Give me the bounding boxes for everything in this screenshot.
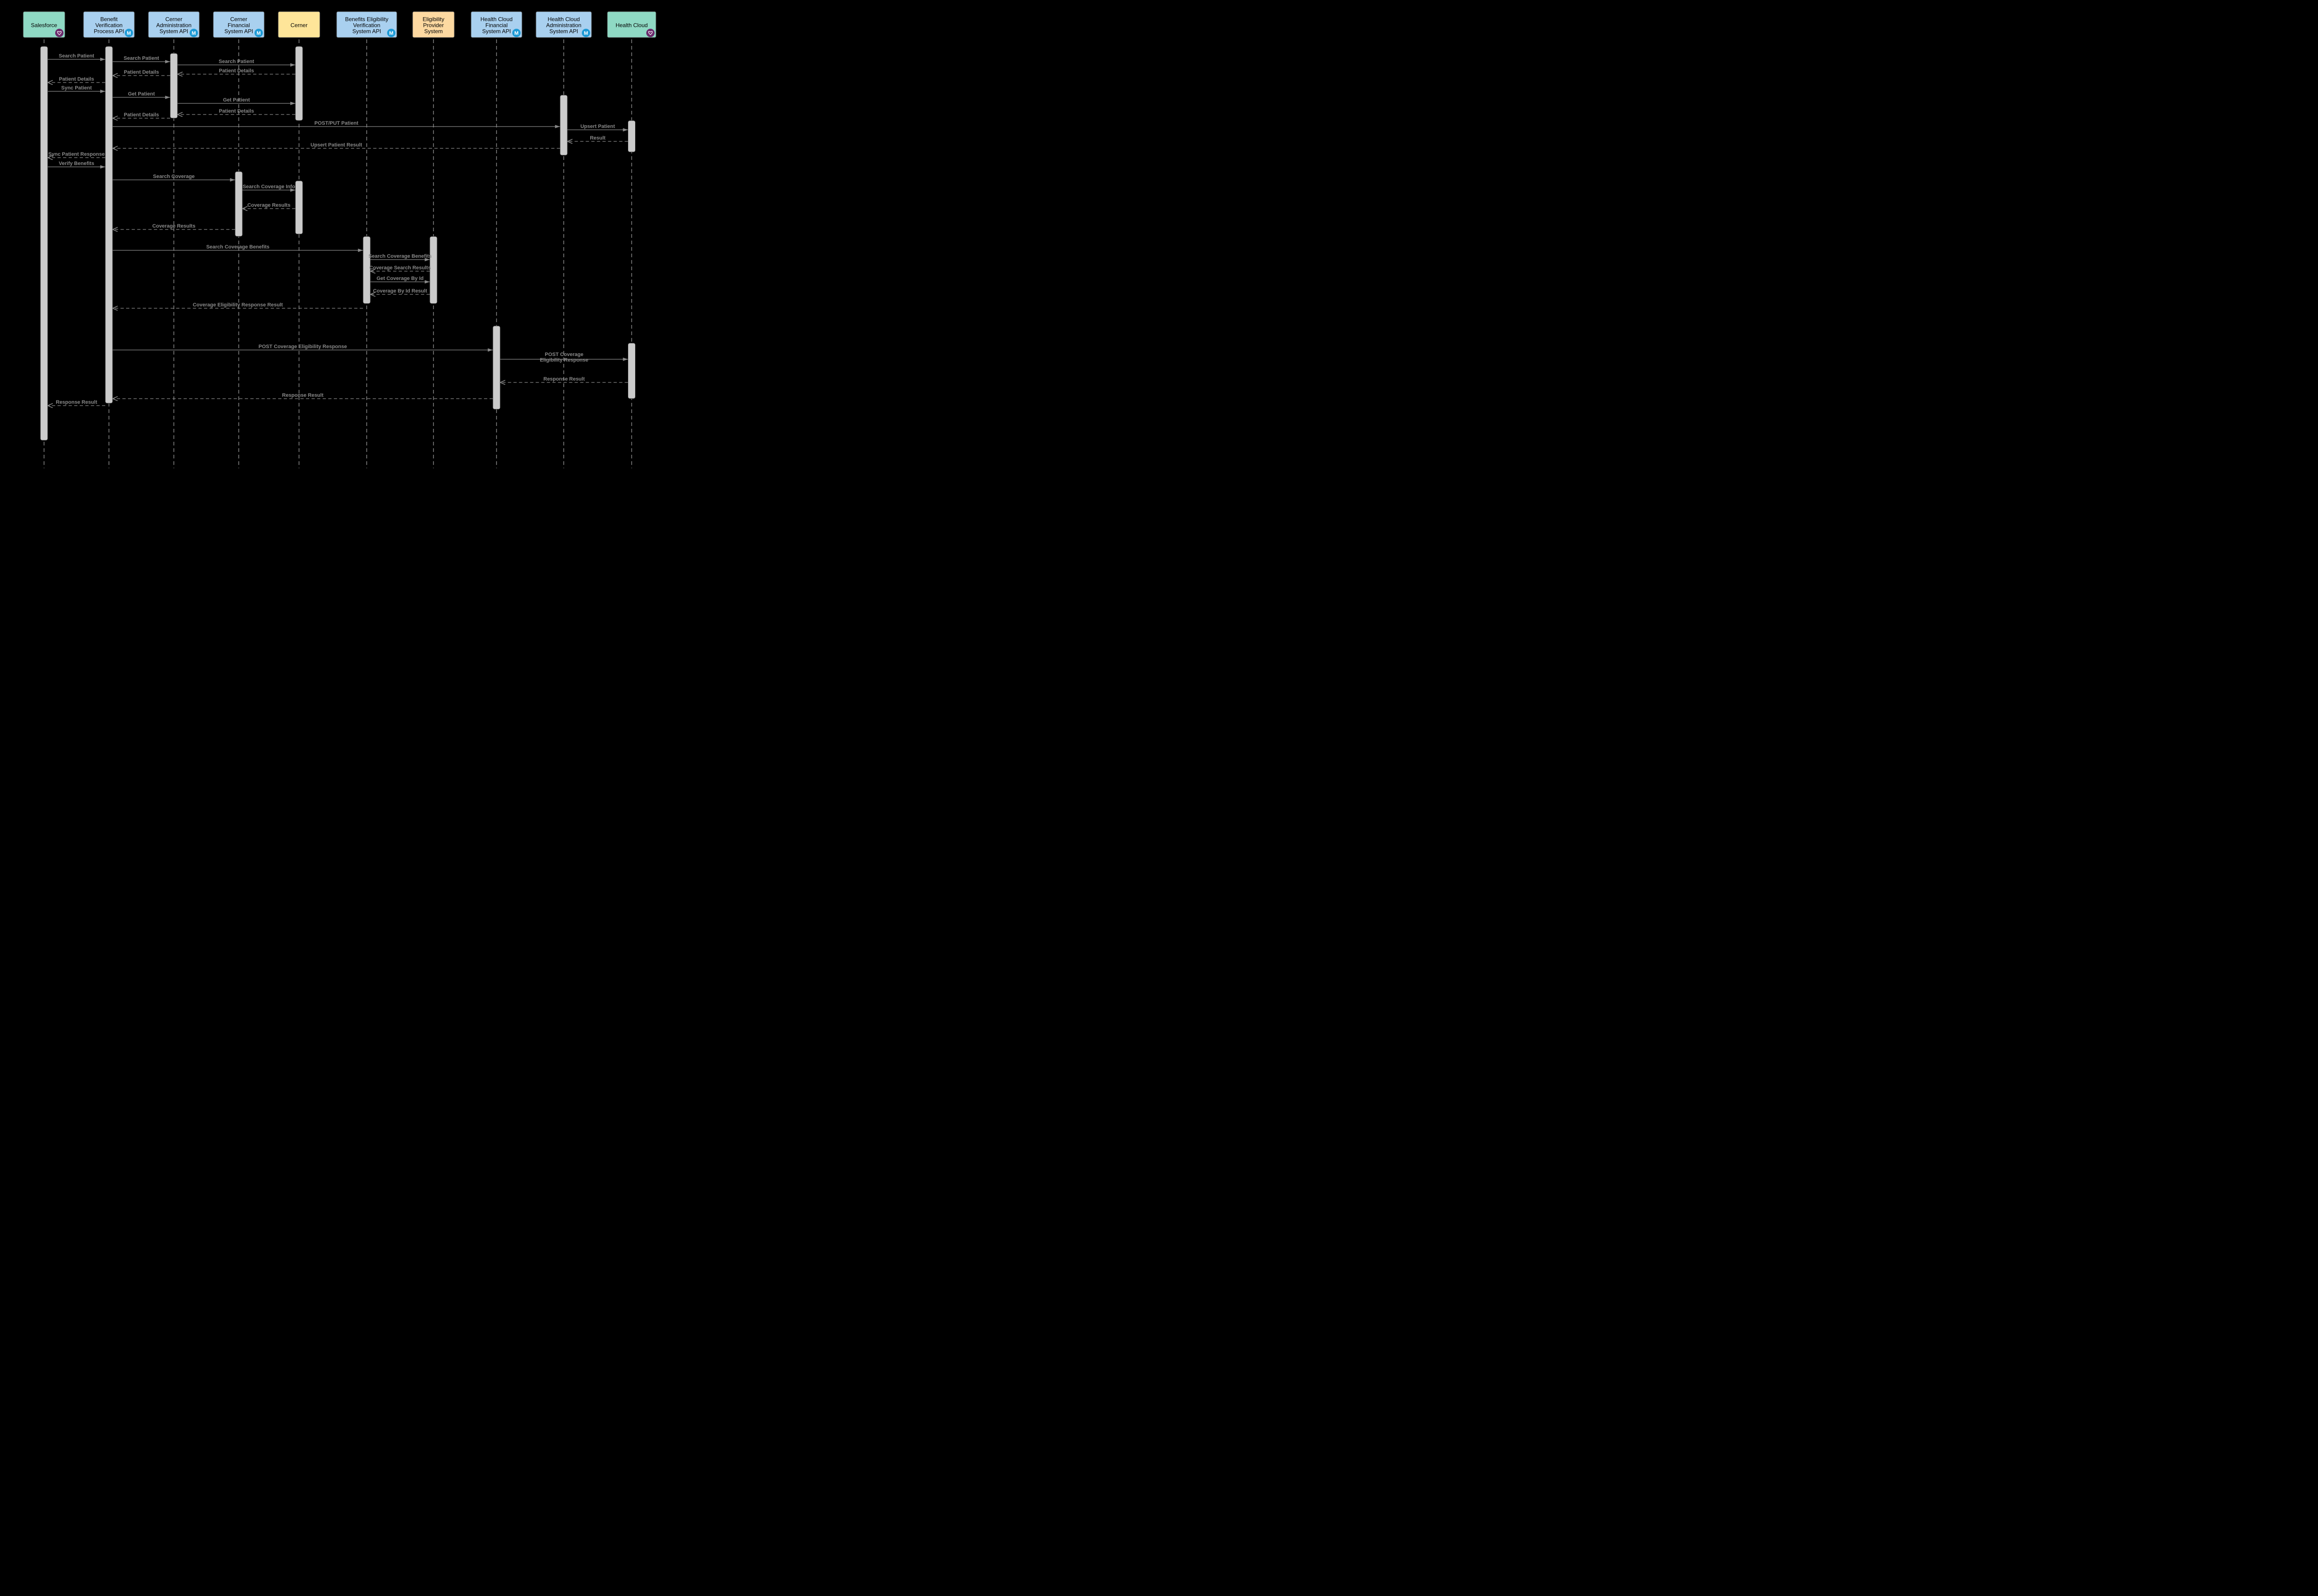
svg-text:System API: System API xyxy=(549,28,578,35)
activation-sf xyxy=(40,46,48,440)
svg-text:System: System xyxy=(424,28,443,35)
message-label: Search Coverage Benefits xyxy=(369,254,432,259)
activation-hc xyxy=(628,343,636,399)
svg-text:System API: System API xyxy=(482,28,511,35)
activation-cfs xyxy=(235,172,242,236)
message-label: Get Patient xyxy=(223,97,250,103)
message-label: Get Coverage By Id xyxy=(376,276,423,281)
activation-hca xyxy=(560,95,567,155)
message-label: Coverage By Id Result xyxy=(373,288,427,294)
message-label: Patient Details xyxy=(124,112,159,118)
svg-text:Administration: Administration xyxy=(156,22,191,29)
message-label: Search Patient xyxy=(219,59,255,64)
activation-cer xyxy=(295,46,303,121)
svg-text:Salesforce: Salesforce xyxy=(31,22,57,29)
message-label: Sync Patient xyxy=(61,85,92,91)
message-label: Response Result xyxy=(282,393,324,398)
message-label: Verify Benefits xyxy=(59,161,94,166)
message-label: Search Patient xyxy=(59,53,95,59)
participant-sf: Salesforce xyxy=(23,12,65,38)
activation-cas xyxy=(170,53,178,118)
message-label: Eligibility Response xyxy=(540,357,588,363)
mule-icon: M xyxy=(389,31,393,36)
message-label: Upsert Patient xyxy=(580,124,615,129)
activation-bvp xyxy=(105,46,113,403)
message-label: Get Patient xyxy=(128,91,155,97)
svg-text:Health Cloud: Health Cloud xyxy=(548,16,580,23)
mule-icon: M xyxy=(584,31,588,36)
message-label: Coverage Search Results xyxy=(369,265,431,271)
svg-text:Administration: Administration xyxy=(546,22,581,29)
sequence-diagram: Search Patient Search Patient Search Patie… xyxy=(0,0,2318,471)
activation-cer xyxy=(295,181,303,234)
svg-text:Health Cloud: Health Cloud xyxy=(480,16,512,23)
participant-hca: Health CloudAdministrationSystem API M xyxy=(536,12,592,38)
participant-hc: Health Cloud xyxy=(607,12,656,38)
participant-bev: Benefits EligibilityVerificationSystem A… xyxy=(337,12,397,38)
message-label: Patient Details xyxy=(219,68,254,74)
participant-hcf: Health CloudFinancialSystem APIM xyxy=(471,12,522,38)
message-label: Coverage Results xyxy=(153,223,196,229)
svg-text:Process API: Process API xyxy=(94,28,124,35)
svg-text:Financial: Financial xyxy=(228,22,250,29)
svg-text:Verification: Verification xyxy=(353,22,381,29)
svg-text:Benefit: Benefit xyxy=(100,16,118,23)
message-label: Search Patient xyxy=(124,56,159,61)
message-label: Sync Patient Response xyxy=(48,152,105,157)
svg-text:System API: System API xyxy=(352,28,381,35)
svg-text:Benefits Eligibility: Benefits Eligibility xyxy=(345,16,388,23)
activation-hc xyxy=(628,121,636,152)
message-label: Response Result xyxy=(543,376,585,382)
mule-icon: M xyxy=(514,31,518,36)
svg-text:Cerner: Cerner xyxy=(166,16,183,23)
message-label: Upsert Patient Result xyxy=(311,142,363,148)
message-label: Search Coverage Benefits xyxy=(206,244,269,250)
message-label: Coverage Results xyxy=(248,203,291,208)
message-label: Patient Details xyxy=(124,70,159,75)
mule-icon: M xyxy=(191,31,196,36)
participant-cfs: CernerFinancialSystem APIM xyxy=(213,12,264,38)
participant-cer: Cerner xyxy=(278,12,320,38)
activation-eps xyxy=(430,236,437,304)
svg-text:System API: System API xyxy=(224,28,253,35)
svg-text:System API: System API xyxy=(159,28,188,35)
message-label: POST/PUT Patient xyxy=(314,121,358,126)
message-label: Patient Details xyxy=(59,76,94,82)
message-label: Search Coverage xyxy=(153,174,195,179)
activation-hcf xyxy=(493,326,500,409)
message-label: Search Coverage Info xyxy=(242,184,295,190)
mule-icon: M xyxy=(127,31,131,36)
svg-text:Eligibility: Eligibility xyxy=(423,16,445,23)
svg-text:Verification: Verification xyxy=(96,22,123,29)
message-label: Patient Details xyxy=(219,108,254,114)
svg-text:Provider: Provider xyxy=(423,22,444,29)
message-label: Coverage Eligibility Response Result xyxy=(193,302,283,308)
message-label: POST Coverage xyxy=(545,352,583,357)
message-label: POST Coverage Eligibility Response xyxy=(259,344,347,350)
message-label: Response Result xyxy=(56,400,97,405)
participant-cas: CernerAdministrationSystem APIM xyxy=(148,12,199,38)
participant-bvp: BenefitVerificationProcess APIM xyxy=(83,12,134,38)
svg-text:Financial: Financial xyxy=(485,22,508,29)
message-label: Result xyxy=(590,135,605,141)
svg-text:Health Cloud: Health Cloud xyxy=(616,22,648,29)
svg-text:Cerner: Cerner xyxy=(291,22,308,29)
svg-text:Cerner: Cerner xyxy=(230,16,248,23)
participant-eps: EligibilityProviderSystem xyxy=(413,12,454,38)
mule-icon: M xyxy=(256,31,261,36)
